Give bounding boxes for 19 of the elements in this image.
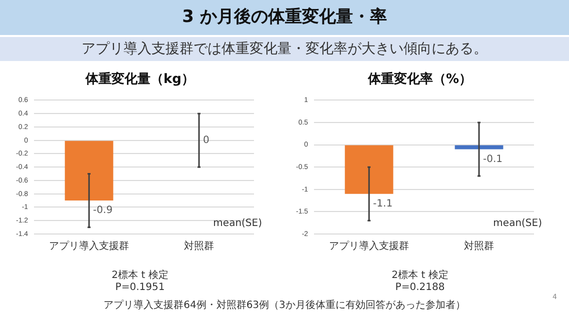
x-tick-label: アプリ導入支援群 <box>329 240 410 252</box>
x-tick-label: アプリ導入支援群 <box>49 240 130 252</box>
annotation: mean(SE) <box>213 218 262 229</box>
data-label: -1.1 <box>373 198 393 210</box>
annotation: mean(SE) <box>493 218 542 229</box>
x-tick-label: 対照群 <box>464 240 494 252</box>
text: P=0.2188 <box>394 282 446 294</box>
text: アプリ導入支援群64例・対照群63例（3か月後体重に有効回答があった参加者） <box>104 300 466 311</box>
text: P=0.1951 <box>114 282 166 294</box>
text: 2標本 t 検定 <box>390 270 450 282</box>
text: 2標本 t 検定 <box>110 270 170 282</box>
text: 3 か月後の体重変化量・率 <box>0 0 569 35</box>
data-label: 0 <box>203 134 210 146</box>
data-label: -0.9 <box>93 205 113 216</box>
text: アプリ導入支援群では体重変化量・変化率が大きい傾向にある。 <box>0 37 569 61</box>
chart-title: 体重変化率（%） <box>366 70 474 89</box>
chart-title: 体重変化量（kg） <box>84 70 196 89</box>
x-tick-label: 対照群 <box>184 240 214 252</box>
data-label: -0.1 <box>483 154 503 165</box>
